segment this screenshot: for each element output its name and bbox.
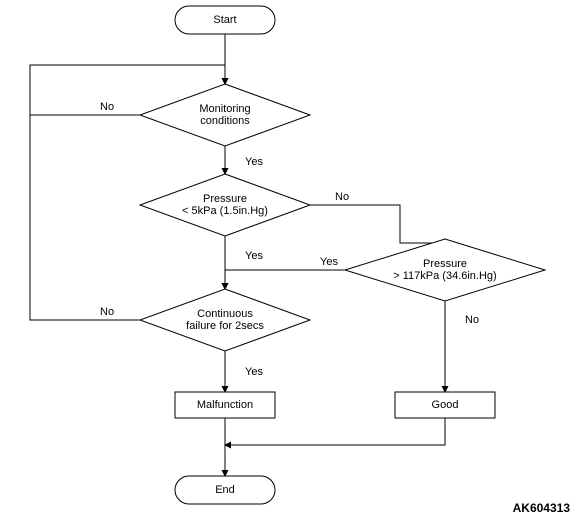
svg-text:Continuous: Continuous [197,308,253,320]
svg-text:Yes: Yes [320,256,338,268]
edge [225,270,345,289]
svg-text:Pressure: Pressure [203,193,247,205]
svg-text:Pressure: Pressure [423,258,467,270]
svg-text:Yes: Yes [245,250,263,262]
svg-text:Start: Start [213,14,236,26]
edge [30,65,140,320]
figure-id: AK604313 [513,501,571,515]
svg-text:Yes: Yes [245,156,263,168]
svg-text:No: No [465,314,479,326]
svg-text:No: No [335,191,349,203]
svg-text:> 117kPa (34.6in.Hg): > 117kPa (34.6in.Hg) [393,270,496,282]
svg-text:Yes: Yes [245,366,263,378]
svg-text:Malfunction: Malfunction [197,399,253,411]
svg-text:< 5kPa (1.5in.Hg): < 5kPa (1.5in.Hg) [182,205,268,217]
svg-text:conditions: conditions [200,115,250,127]
svg-text:Monitoring: Monitoring [199,103,250,115]
svg-text:No: No [100,306,114,318]
svg-text:End: End [215,484,235,496]
edge [225,418,445,445]
svg-text:No: No [100,101,114,113]
svg-text:Good: Good [432,399,459,411]
edge [310,205,445,243]
svg-text:failure for 2secs: failure for 2secs [186,320,264,332]
